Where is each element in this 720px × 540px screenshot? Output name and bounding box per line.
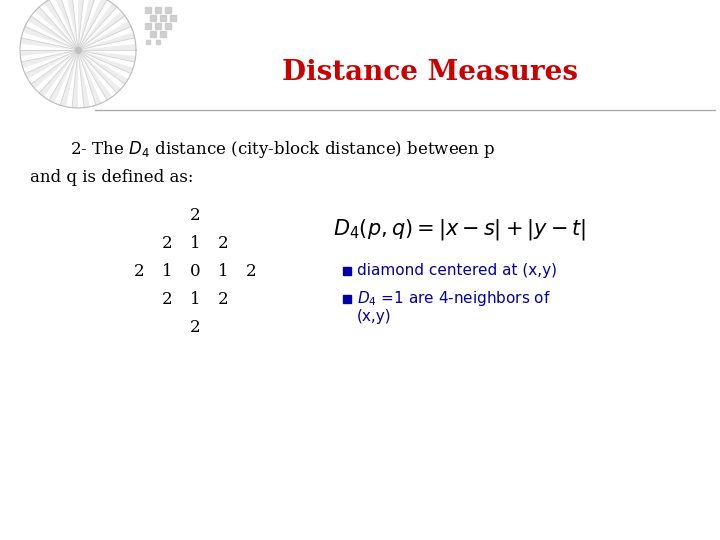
Text: 2: 2 — [134, 262, 144, 280]
Text: diamond centered at (x,y): diamond centered at (x,y) — [357, 264, 557, 279]
Wedge shape — [78, 0, 84, 50]
Wedge shape — [35, 7, 78, 50]
Text: 1: 1 — [189, 234, 200, 252]
Wedge shape — [20, 50, 78, 56]
Wedge shape — [66, 0, 78, 50]
Wedge shape — [31, 50, 78, 89]
Wedge shape — [60, 50, 78, 107]
Wedge shape — [78, 50, 102, 105]
Wedge shape — [25, 50, 78, 79]
Text: 0: 0 — [189, 262, 200, 280]
Wedge shape — [78, 21, 131, 50]
Wedge shape — [55, 0, 78, 50]
Text: (x,y): (x,y) — [357, 309, 392, 325]
Text: 1: 1 — [217, 262, 228, 280]
Wedge shape — [78, 50, 90, 107]
Wedge shape — [78, 50, 133, 73]
Text: 2: 2 — [189, 319, 200, 335]
Text: $D_4$ =1 are 4-neighbors of: $D_4$ =1 are 4-neighbors of — [357, 289, 551, 308]
Wedge shape — [78, 3, 117, 50]
Wedge shape — [78, 44, 136, 50]
Wedge shape — [78, 50, 112, 100]
Text: 1: 1 — [189, 291, 200, 307]
Text: 2- The $D_4$ distance (city-block distance) between p: 2- The $D_4$ distance (city-block distan… — [70, 139, 495, 160]
Text: 2: 2 — [162, 291, 172, 307]
Wedge shape — [44, 0, 78, 50]
Wedge shape — [23, 26, 78, 50]
Text: 2: 2 — [162, 234, 172, 252]
Wedge shape — [22, 50, 78, 68]
Text: 2: 2 — [217, 291, 228, 307]
Text: 2: 2 — [246, 262, 256, 280]
Text: and q is defined as:: and q is defined as: — [30, 168, 194, 186]
Text: 2: 2 — [217, 234, 228, 252]
Wedge shape — [39, 50, 78, 97]
Text: $D_4(p,q) = |x-s|+|y-t|$: $D_4(p,q) = |x-s|+|y-t|$ — [333, 218, 587, 242]
Text: 1: 1 — [162, 262, 172, 280]
Wedge shape — [28, 16, 78, 50]
Wedge shape — [78, 32, 135, 50]
Wedge shape — [78, 0, 107, 50]
Wedge shape — [78, 0, 96, 50]
Wedge shape — [20, 38, 78, 50]
Wedge shape — [72, 50, 78, 108]
Text: Distance Measures: Distance Measures — [282, 58, 578, 85]
Wedge shape — [78, 50, 128, 84]
Wedge shape — [78, 50, 121, 93]
Text: 2: 2 — [189, 206, 200, 224]
Wedge shape — [49, 50, 78, 103]
Wedge shape — [78, 50, 135, 62]
Wedge shape — [78, 11, 125, 50]
